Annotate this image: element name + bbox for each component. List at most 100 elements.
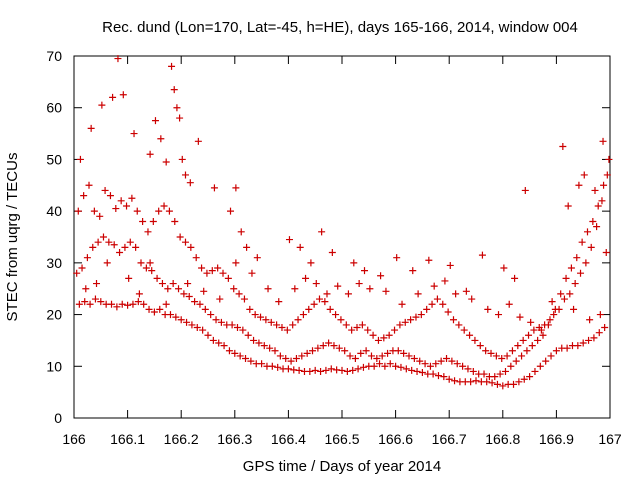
data-point: [525, 331, 533, 339]
data-point: [455, 321, 463, 329]
data-point: [73, 269, 81, 277]
data-point: [284, 365, 292, 373]
data-point: [560, 295, 568, 303]
data-point: [294, 316, 302, 324]
data-point: [527, 318, 535, 326]
data-point: [534, 336, 542, 344]
data-point: [307, 259, 315, 267]
data-point: [214, 264, 222, 272]
data-point: [299, 311, 307, 319]
data-point: [309, 347, 317, 355]
data-point: [373, 355, 381, 363]
data-point: [275, 298, 283, 306]
y-tick-label: 0: [54, 410, 62, 426]
data-point: [162, 300, 170, 308]
data-point: [391, 326, 399, 334]
data-point: [437, 357, 445, 365]
data-point: [516, 313, 524, 321]
data-point: [594, 202, 602, 210]
data-point: [409, 267, 417, 275]
data-point: [562, 274, 570, 282]
data-point: [359, 363, 367, 371]
data-point: [322, 366, 330, 374]
data-point: [314, 344, 322, 352]
data-point: [410, 355, 418, 363]
data-point: [440, 373, 448, 381]
data-point: [243, 243, 251, 251]
data-point: [537, 326, 545, 334]
data-point: [514, 342, 522, 350]
data-point: [416, 357, 424, 365]
data-point: [337, 316, 345, 324]
data-point: [392, 362, 400, 370]
data-point: [112, 205, 120, 213]
data-point: [559, 143, 567, 150]
data-point: [414, 290, 422, 298]
data-point: [353, 324, 361, 331]
data-point: [480, 370, 488, 378]
y-axis-label: STEC from uqrg / TECUs: [4, 153, 21, 322]
data-point: [312, 280, 320, 288]
data-point: [248, 269, 256, 277]
data-point: [600, 181, 608, 189]
x-tick-label: 166.9: [539, 431, 574, 447]
data-point: [237, 228, 245, 236]
data-point: [117, 197, 125, 205]
data-series: [73, 55, 613, 390]
data-point: [176, 114, 184, 122]
data-point: [445, 375, 453, 383]
data-point: [181, 238, 189, 246]
data-point: [430, 282, 438, 290]
data-point: [188, 321, 196, 329]
data-point: [177, 316, 185, 324]
data-point: [385, 331, 393, 339]
data-point: [501, 367, 509, 375]
data-point: [366, 285, 374, 293]
data-point: [418, 368, 426, 376]
data-point: [181, 171, 189, 179]
data-point: [110, 241, 118, 249]
data-point: [377, 272, 385, 280]
data-point: [483, 378, 491, 386]
data-point: [591, 186, 599, 194]
data-point: [602, 249, 610, 257]
data-point: [563, 344, 571, 352]
data-point: [518, 352, 526, 360]
data-point: [434, 372, 442, 380]
data-point: [193, 324, 201, 331]
data-point: [394, 347, 402, 355]
data-point: [236, 352, 244, 360]
data-point: [170, 86, 178, 94]
y-tick-label: 10: [46, 358, 62, 374]
data-point: [539, 331, 547, 339]
data-point: [519, 336, 527, 344]
data-point: [446, 261, 454, 269]
data-point: [125, 274, 133, 282]
data-point: [267, 318, 275, 326]
data-point: [137, 259, 145, 267]
data-point: [109, 93, 117, 101]
data-point: [258, 360, 266, 368]
data-point: [349, 366, 357, 374]
data-point: [370, 362, 378, 370]
data-point: [123, 202, 131, 210]
data-point: [460, 326, 468, 334]
data-point: [311, 366, 319, 374]
data-point: [462, 287, 470, 295]
data-point: [157, 135, 165, 143]
data-point: [577, 269, 585, 277]
data-point: [162, 158, 170, 166]
data-point: [266, 344, 274, 352]
data-point: [472, 377, 480, 385]
x-tick-label: 166.8: [485, 431, 520, 447]
data-point: [282, 355, 290, 363]
data-point: [192, 254, 200, 262]
data-point: [146, 150, 154, 158]
data-point: [191, 298, 199, 306]
data-point: [567, 264, 575, 272]
data-point: [321, 298, 329, 306]
data-point: [135, 290, 143, 298]
data-point: [231, 349, 239, 357]
y-tick-label: 20: [46, 307, 62, 323]
data-point: [574, 342, 582, 350]
